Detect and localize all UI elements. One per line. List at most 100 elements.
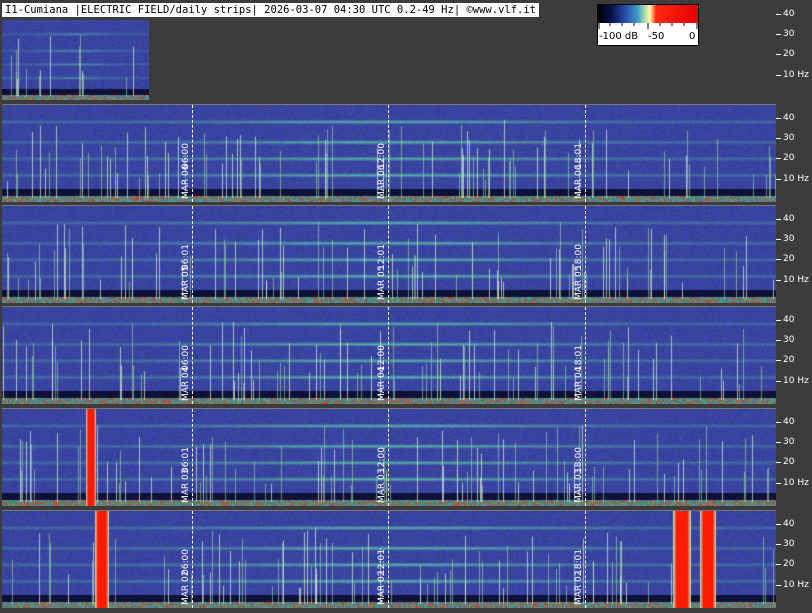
date-label: MAR 02: [377, 570, 387, 606]
strip-mar05: 06:01 MAR 05 12:01 MAR 05 18:00 MAR 05: [2, 205, 776, 303]
axis-tick: [776, 75, 781, 76]
time-marker-line: [388, 307, 389, 404]
spectrogram-canvas: [2, 511, 776, 608]
strip-mar02: 06:00 MAR 02 12:01 MAR 02 18:01 MAR 02: [2, 510, 776, 608]
axis-label: 10 Hz: [783, 275, 809, 285]
axis-tick: [776, 239, 781, 240]
date-label: MAR 04: [181, 366, 191, 402]
axis-tick: [776, 34, 781, 35]
strip-current-partial: [2, 20, 149, 100]
axis-tick: [776, 483, 781, 484]
frequency-axis: 40 30 20 10 Hz: [776, 408, 812, 505]
axis-label: 40: [783, 315, 795, 325]
frequency-axis: 40 30 20 10 Hz: [776, 205, 812, 302]
axis-tick: [776, 564, 781, 565]
frequency-axis: 40 30 20 10 Hz: [776, 306, 812, 403]
axis-label: 10 Hz: [783, 580, 809, 590]
axis-label: 20: [783, 355, 795, 365]
axis-label: 30: [783, 133, 795, 143]
axis-tick: [776, 422, 781, 423]
strip-mar03: 06:01 MAR 03 12:00 MAR 03 18:00 MAR 03: [2, 408, 776, 506]
axis-tick: [776, 320, 781, 321]
axis-tick: [776, 544, 781, 545]
axis-tick: [776, 14, 781, 15]
strip-mar04: 06:00 MAR 04 12:00 MAR 04 18:01 MAR 04: [2, 306, 776, 404]
axis-tick: [776, 179, 781, 180]
time-marker-line: [585, 409, 586, 506]
frequency-axis: 40 30 20 10 Hz: [776, 0, 812, 100]
axis-label: 40: [783, 9, 795, 19]
date-label: MAR 02: [181, 570, 191, 606]
color-scale-ticks: [598, 23, 698, 29]
time-marker-line: [388, 511, 389, 608]
axis-tick: [776, 462, 781, 463]
axis-tick: [776, 219, 781, 220]
date-label: MAR 06: [181, 164, 191, 200]
spectrogram-canvas: [2, 206, 776, 303]
axis-label: 20: [783, 559, 795, 569]
axis-label: 20: [783, 254, 795, 264]
axis-tick: [776, 138, 781, 139]
time-marker-line: [585, 105, 586, 202]
axis-tick: [776, 158, 781, 159]
time-marker-line: [192, 105, 193, 202]
spectrogram-canvas: [2, 20, 149, 100]
axis-label: 10 Hz: [783, 376, 809, 386]
axis-tick: [776, 585, 781, 586]
date-label: MAR 03: [574, 468, 584, 504]
time-marker-line: [192, 206, 193, 303]
date-label: MAR 06: [377, 164, 387, 200]
axis-label: 30: [783, 539, 795, 549]
axis-label: 20: [783, 457, 795, 467]
color-scale-max-label: 0: [689, 31, 696, 42]
axis-label: 10 Hz: [783, 478, 809, 488]
axis-tick: [776, 524, 781, 525]
date-label: MAR 05: [574, 265, 584, 301]
date-label: MAR 04: [377, 366, 387, 402]
axis-tick: [776, 340, 781, 341]
time-marker-line: [585, 307, 586, 404]
date-label: MAR 03: [181, 468, 191, 504]
axis-tick: [776, 118, 781, 119]
axis-tick: [776, 442, 781, 443]
date-label: MAR 02: [574, 570, 584, 606]
axis-tick: [776, 381, 781, 382]
color-scale-gradient: [598, 5, 698, 23]
axis-label: 40: [783, 113, 795, 123]
axis-label: 20: [783, 153, 795, 163]
time-marker-line: [192, 511, 193, 608]
axis-label: 10 Hz: [783, 70, 809, 80]
page-title: I1-Cumiana |ELECTRIC FIELD/daily strips|…: [2, 3, 540, 17]
time-marker-line: [585, 511, 586, 608]
color-scale-legend: -100 dB -50 0: [597, 4, 699, 46]
time-marker-line: [388, 206, 389, 303]
axis-label: 30: [783, 335, 795, 345]
time-marker-line: [388, 409, 389, 506]
spectrogram-canvas: [2, 105, 776, 202]
axis-tick: [776, 54, 781, 55]
axis-label: 20: [783, 49, 795, 59]
spectrogram-canvas: [2, 409, 776, 506]
axis-label: 30: [783, 437, 795, 447]
axis-tick: [776, 360, 781, 361]
color-scale-mid-label: -50: [648, 31, 665, 42]
axis-label: 10 Hz: [783, 174, 809, 184]
frequency-axis: 40 30 20 10 Hz: [776, 510, 812, 607]
time-marker-line: [585, 206, 586, 303]
axis-tick: [776, 259, 781, 260]
axis-label: 40: [783, 519, 795, 529]
time-marker-line: [192, 307, 193, 404]
date-label: MAR 04: [574, 366, 584, 402]
date-label: MAR 05: [181, 265, 191, 301]
date-label: MAR 06: [574, 164, 584, 200]
axis-label: 30: [783, 29, 795, 39]
axis-label: 40: [783, 214, 795, 224]
strip-mar06: 06:00 MAR 06 12:00 MAR 06 18:01 MAR 06: [2, 104, 776, 202]
color-scale-min-label: -100 dB: [599, 31, 639, 42]
date-label: MAR 05: [377, 265, 387, 301]
axis-label: 40: [783, 417, 795, 427]
axis-tick: [776, 280, 781, 281]
time-marker-line: [388, 105, 389, 202]
time-marker-line: [192, 409, 193, 506]
